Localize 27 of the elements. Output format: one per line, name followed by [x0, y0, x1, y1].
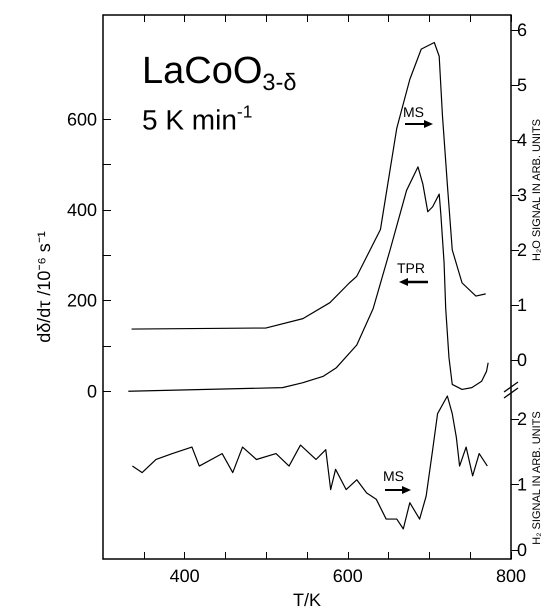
y2-tick-label: 6	[517, 20, 528, 40]
y-axis-title: dδ/dτ /10⁻⁶ s⁻¹	[34, 231, 54, 343]
y-tick-label: 600	[66, 109, 97, 130]
y-tick-label: 0	[86, 381, 97, 402]
y2-tick-label: 1	[517, 294, 528, 315]
y2-axis-title: H₂O SIGNAL IN ARB. UNITS	[531, 118, 543, 262]
x-axis-title: T/K	[292, 590, 322, 610]
annotation: TPR	[397, 260, 425, 276]
line-series	[132, 395, 488, 530]
y2-tick-label: 4	[517, 130, 528, 150]
y3-tick-label: 0	[517, 540, 528, 560]
y3-tick-label: 2	[517, 408, 528, 429]
annotation: MS	[383, 468, 404, 484]
y-tick-label: 200	[66, 290, 97, 311]
y2-tick-label: 5	[517, 74, 528, 95]
line-series	[130, 42, 486, 330]
x-tick-label: 400	[170, 566, 200, 586]
x-tick-label: 600	[332, 566, 363, 586]
y3-axis-title: H₂ SIGNAL IN ARB. UNITS	[531, 411, 543, 545]
y3-tick-label: 1	[517, 474, 528, 494]
annotation: MS	[403, 104, 424, 120]
line-series	[128, 166, 489, 392]
y2-tick-label: 0	[517, 350, 528, 370]
y-tick-label: 400	[66, 200, 97, 220]
x-tick-label: 800	[496, 566, 526, 586]
y2-tick-label: 3	[517, 184, 528, 205]
y2-tick-label: 2	[517, 240, 528, 260]
